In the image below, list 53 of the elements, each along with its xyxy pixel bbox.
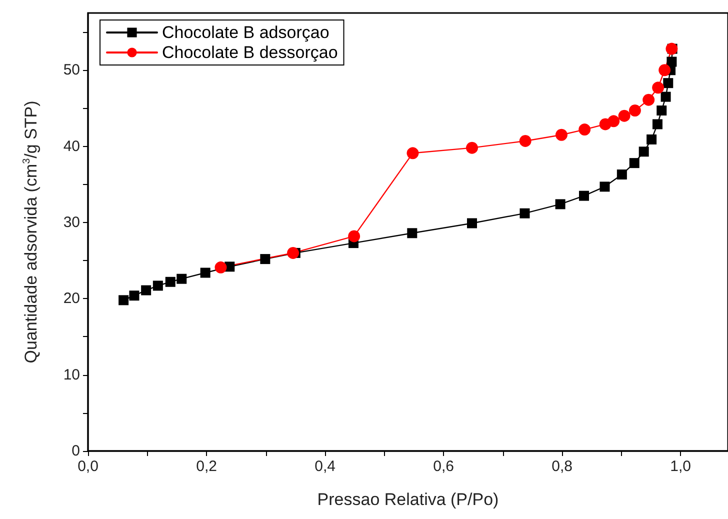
x-axis-title: Pressao Relativa (P/Po) [317,490,499,509]
x-tick-label: 1,0 [670,458,692,475]
y-tick-label: 20 [63,290,80,308]
point [129,290,140,301]
point [176,274,187,284]
x-tick-label: 0,8 [552,458,573,475]
x-tick-label: 0,2 [196,458,217,475]
point [555,128,568,141]
point [658,64,671,76]
point [629,158,640,168]
point [200,268,210,278]
point [165,276,176,287]
point [666,56,677,67]
point [660,92,671,102]
point [646,134,657,144]
point [118,295,129,306]
y-tick-label: 0 [72,442,80,460]
x-tick-label: 0,4 [314,458,336,475]
point [600,182,610,192]
legend-label: Chocolate B dessorçao [162,43,338,62]
point [652,82,664,94]
y-tick-label: 30 [63,214,80,231]
point [407,228,418,238]
point [260,254,270,264]
point [519,134,532,147]
point [287,246,300,259]
point [638,146,649,157]
point [652,119,662,130]
point [616,169,627,180]
point [141,285,152,296]
point [406,147,419,160]
point [628,104,641,116]
legend-label: Chocolate B adsorçao [162,23,330,42]
point [214,261,227,274]
point [520,208,530,218]
y-axis-title: Quantidade adsorvida (cm3/g STP) [22,100,40,364]
point [656,106,667,116]
point [663,78,674,88]
point [642,94,655,106]
point [152,280,163,291]
point [467,218,477,228]
point [599,118,612,130]
x-tick-label: 0,0 [78,458,98,475]
x-tick-label: 0,6 [433,458,454,475]
y-tick-label: 50 [63,62,80,79]
point [466,142,478,154]
point [579,190,589,201]
point [348,230,360,242]
y-tick-label: 10 [63,366,80,384]
point [578,124,591,136]
point [555,199,566,210]
point [618,110,630,122]
y-tick-label: 40 [63,138,80,155]
